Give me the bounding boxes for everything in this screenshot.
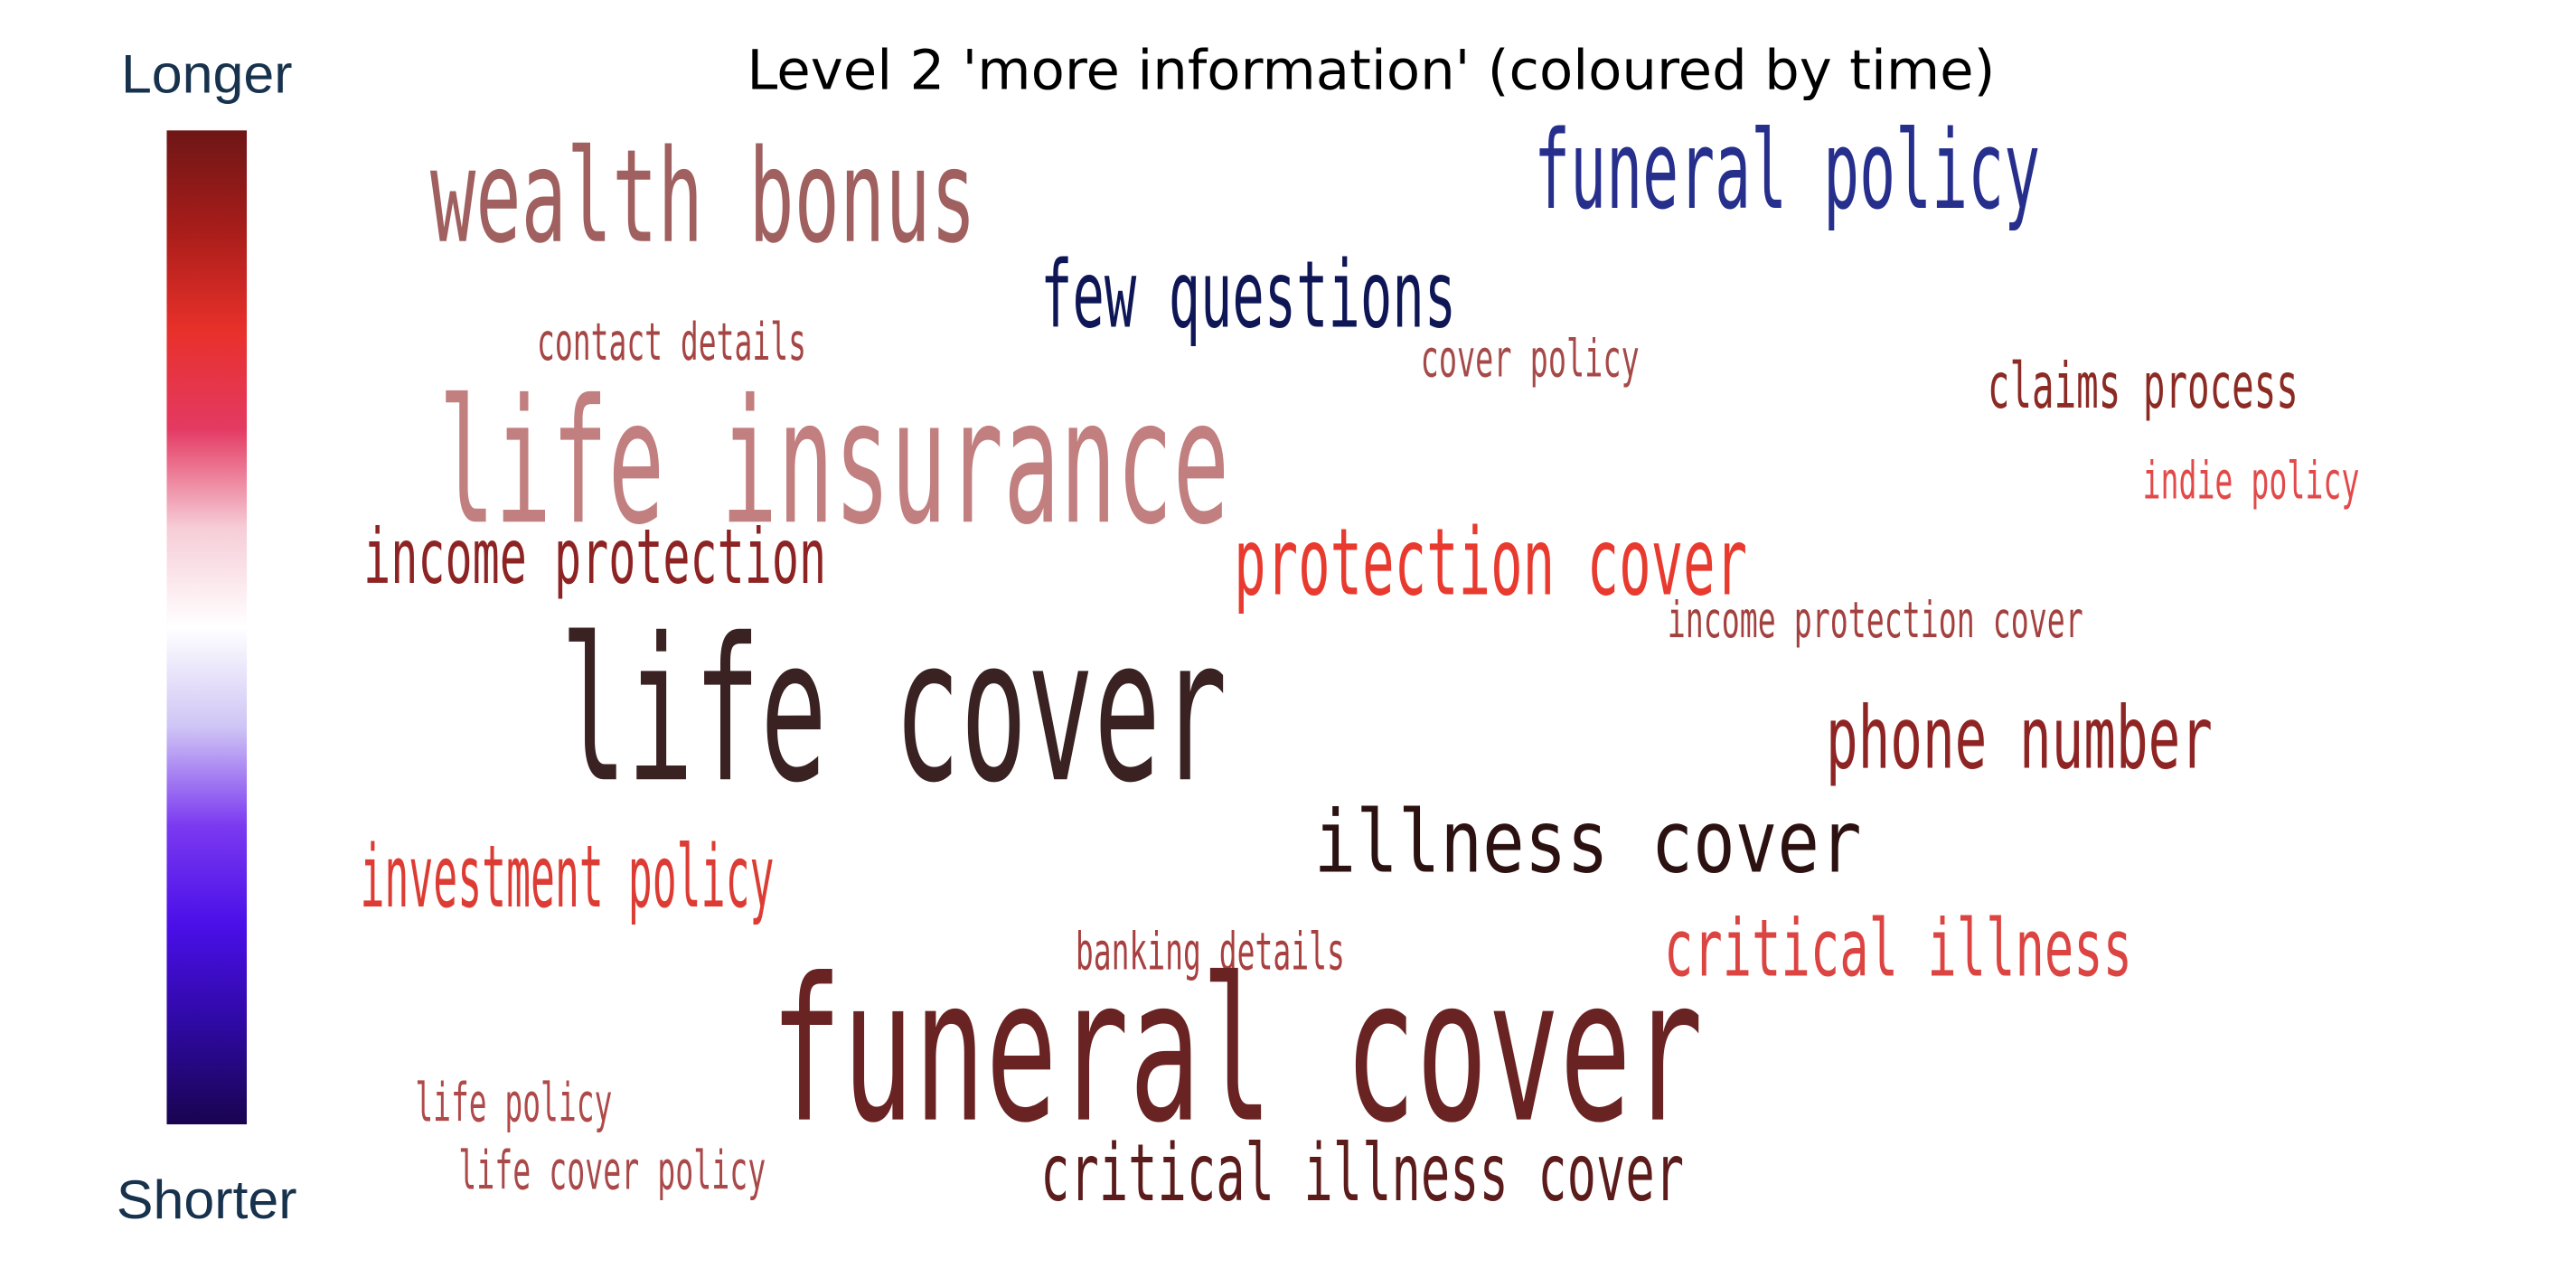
word-wealth-bonus: wealth bonus [429,124,976,273]
word-indie-policy: indie policy [2142,452,2360,512]
word-life-cover: life cover [559,597,1227,828]
word-illness-cover: investment policy [360,829,775,928]
word-life-cover-policy: life cover policy [458,1139,766,1202]
word-contact-details: contact details [536,314,806,373]
word-funeral-policy: funeral policy [1534,107,2041,235]
word-claims-process: claims process [1987,350,2299,423]
word-critical-illness-cover: critical illness cover [1040,1127,1685,1221]
word-income-protection: income protection [363,512,827,601]
word-income-protection-cover: income protection cover [1667,592,2083,651]
colorbar-label-longer: Longer [120,42,293,105]
colorbar-label-shorter: Shorter [116,1169,297,1230]
chart-title: Level 2 'more information' (coloured by … [747,38,1996,103]
word-funeral-cover: funeral cover [770,937,1704,1168]
word-investment-policy: illness cover [1313,794,1862,894]
word-life-insurance: life insurance [438,362,1230,563]
word-cover-policy: cover policy [1420,330,1640,390]
word-few-questions: few questions [1040,242,1457,351]
word-life-policy: life policy [415,1071,613,1135]
word-banking-details: banking details [1075,923,1345,982]
word-protection-cover: protection cover [1234,510,1748,618]
word-critical-illness: critical illness [1664,903,2133,996]
colorbar-gradient [166,130,248,1125]
word-phone-number: phone number [1825,690,2213,790]
